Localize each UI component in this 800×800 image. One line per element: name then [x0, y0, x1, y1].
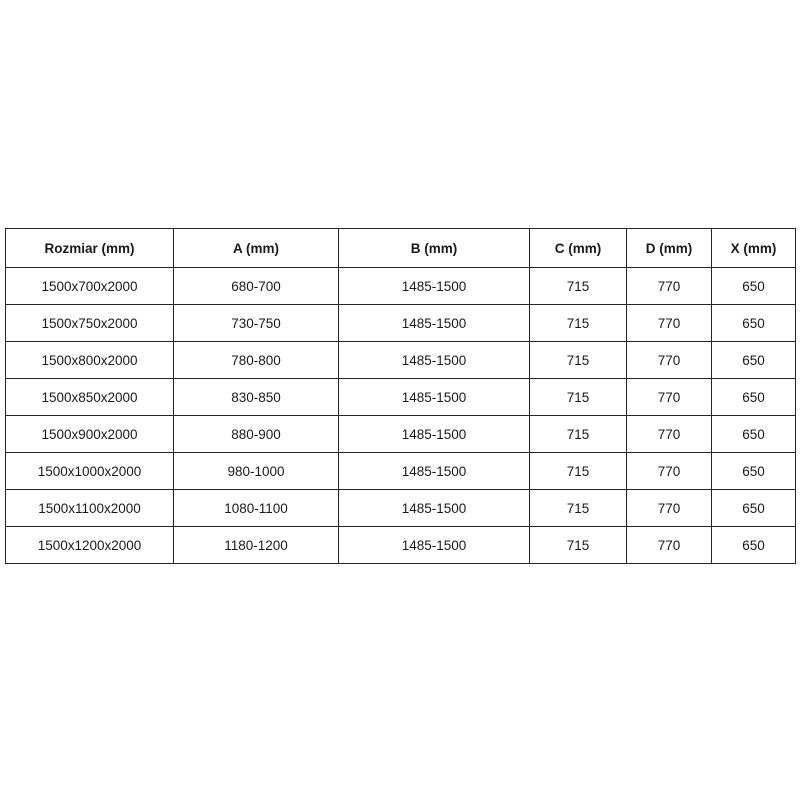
- cell-a: 680-700: [173, 267, 339, 305]
- cell-rozmiar: 1500x1200x2000: [5, 526, 174, 564]
- cell-d: 770: [626, 267, 712, 305]
- cell-b: 1485-1500: [338, 267, 530, 305]
- cell-b: 1485-1500: [338, 341, 530, 379]
- cell-d: 770: [626, 304, 712, 342]
- cell-a: 730-750: [173, 304, 339, 342]
- cell-b: 1485-1500: [338, 526, 530, 564]
- cell-a: 1180-1200: [173, 526, 339, 564]
- column-header-a: A (mm): [173, 228, 339, 268]
- table-row: 1500x800x2000 780-800 1485-1500 715 770 …: [5, 341, 796, 379]
- cell-b: 1485-1500: [338, 452, 530, 490]
- table-row: 1500x750x2000 730-750 1485-1500 715 770 …: [5, 304, 796, 342]
- cell-c: 715: [529, 267, 627, 305]
- column-header-d: D (mm): [626, 228, 712, 268]
- cell-c: 715: [529, 526, 627, 564]
- cell-rozmiar: 1500x750x2000: [5, 304, 174, 342]
- table-header: Rozmiar (mm) A (mm) B (mm) C (mm) D (mm)…: [5, 228, 796, 268]
- cell-b: 1485-1500: [338, 489, 530, 527]
- column-header-x: X (mm): [711, 228, 796, 268]
- cell-rozmiar: 1500x700x2000: [5, 267, 174, 305]
- cell-a: 980-1000: [173, 452, 339, 490]
- cell-a: 880-900: [173, 415, 339, 453]
- cell-x: 650: [711, 452, 796, 490]
- cell-b: 1485-1500: [338, 415, 530, 453]
- cell-d: 770: [626, 378, 712, 416]
- cell-c: 715: [529, 304, 627, 342]
- cell-a: 780-800: [173, 341, 339, 379]
- cell-x: 650: [711, 304, 796, 342]
- cell-rozmiar: 1500x1000x2000: [5, 452, 174, 490]
- cell-x: 650: [711, 415, 796, 453]
- cell-d: 770: [626, 341, 712, 379]
- cell-c: 715: [529, 341, 627, 379]
- cell-x: 650: [711, 378, 796, 416]
- cell-x: 650: [711, 341, 796, 379]
- table-row: 1500x1000x2000 980-1000 1485-1500 715 77…: [5, 452, 796, 490]
- specification-table-container: Rozmiar (mm) A (mm) B (mm) C (mm) D (mm)…: [5, 228, 796, 564]
- cell-a: 1080-1100: [173, 489, 339, 527]
- cell-d: 770: [626, 452, 712, 490]
- cell-a: 830-850: [173, 378, 339, 416]
- cell-rozmiar: 1500x850x2000: [5, 378, 174, 416]
- table-row: 1500x900x2000 880-900 1485-1500 715 770 …: [5, 415, 796, 453]
- table-row: 1500x1100x2000 1080-1100 1485-1500 715 7…: [5, 489, 796, 527]
- cell-x: 650: [711, 526, 796, 564]
- table-body: 1500x700x2000 680-700 1485-1500 715 770 …: [5, 267, 796, 564]
- table-header-row: Rozmiar (mm) A (mm) B (mm) C (mm) D (mm)…: [5, 228, 796, 268]
- cell-x: 650: [711, 267, 796, 305]
- cell-rozmiar: 1500x1100x2000: [5, 489, 174, 527]
- column-header-b: B (mm): [338, 228, 530, 268]
- cell-b: 1485-1500: [338, 304, 530, 342]
- table-row: 1500x850x2000 830-850 1485-1500 715 770 …: [5, 378, 796, 416]
- cell-c: 715: [529, 378, 627, 416]
- cell-d: 770: [626, 526, 712, 564]
- cell-c: 715: [529, 452, 627, 490]
- column-header-c: C (mm): [529, 228, 627, 268]
- table-row: 1500x700x2000 680-700 1485-1500 715 770 …: [5, 267, 796, 305]
- cell-rozmiar: 1500x900x2000: [5, 415, 174, 453]
- column-header-rozmiar: Rozmiar (mm): [5, 228, 174, 268]
- cell-b: 1485-1500: [338, 378, 530, 416]
- cell-c: 715: [529, 415, 627, 453]
- cell-x: 650: [711, 489, 796, 527]
- cell-rozmiar: 1500x800x2000: [5, 341, 174, 379]
- cell-c: 715: [529, 489, 627, 527]
- specification-table: Rozmiar (mm) A (mm) B (mm) C (mm) D (mm)…: [5, 228, 796, 564]
- cell-d: 770: [626, 489, 712, 527]
- table-row: 1500x1200x2000 1180-1200 1485-1500 715 7…: [5, 526, 796, 564]
- cell-d: 770: [626, 415, 712, 453]
